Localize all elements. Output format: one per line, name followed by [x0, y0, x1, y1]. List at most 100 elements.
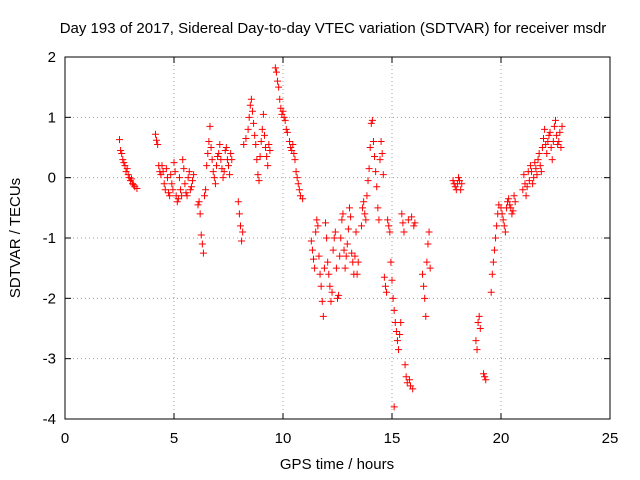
data-point: [540, 134, 548, 142]
data-point: [500, 222, 508, 230]
data-point: [208, 156, 216, 164]
data-point: [168, 180, 176, 188]
data-point: [361, 210, 369, 218]
data-point: [365, 165, 373, 173]
data-point: [490, 246, 498, 254]
data-point: [367, 119, 375, 127]
data-point: [227, 150, 235, 158]
data-point: [424, 240, 432, 248]
data-point: [118, 150, 126, 158]
data-point: [546, 128, 554, 136]
data-point: [340, 246, 348, 254]
data-point: [338, 216, 346, 224]
data-point: [255, 177, 263, 185]
data-point: [251, 131, 259, 139]
data-point: [195, 198, 203, 206]
data-point: [545, 131, 553, 139]
data-point: [528, 168, 536, 176]
data-point: [553, 131, 561, 139]
data-point: [458, 180, 466, 188]
data-point: [351, 252, 359, 260]
data-point: [205, 137, 213, 145]
data-point: [281, 116, 289, 124]
data-point: [475, 312, 483, 320]
data-point: [388, 276, 396, 284]
data-point: [547, 144, 555, 151]
data-point: [366, 144, 374, 151]
data-point: [390, 306, 398, 314]
data-point: [329, 246, 337, 254]
data-point: [511, 198, 519, 206]
data-point: [337, 234, 345, 242]
data-point: [127, 175, 135, 183]
data-point: [264, 162, 272, 170]
data-point: [292, 168, 300, 176]
data-point: [169, 186, 177, 194]
data-point: [489, 258, 497, 266]
data-point: [501, 228, 509, 236]
data-point: [376, 156, 384, 164]
data-point: [354, 258, 362, 266]
data-point: [537, 168, 545, 176]
data-point: [248, 107, 256, 115]
data-point: [252, 140, 260, 148]
data-point: [275, 83, 283, 91]
data-point: [256, 153, 264, 161]
data-point: [348, 249, 356, 257]
data-point: [166, 192, 174, 200]
data-point: [202, 186, 210, 194]
data-point: [219, 174, 227, 182]
data-point: [409, 385, 417, 393]
data-point: [473, 346, 481, 354]
data-point: [541, 125, 549, 133]
data-point: [557, 144, 565, 151]
data-point: [421, 294, 429, 302]
data-point: [558, 122, 566, 130]
data-point: [533, 171, 541, 179]
data-point: [181, 180, 189, 188]
data-point: [182, 189, 190, 197]
data-point: [207, 144, 215, 151]
data-point: [531, 159, 539, 167]
data-point: [283, 128, 291, 136]
x-tick-label: 25: [602, 430, 619, 447]
data-point: [334, 294, 341, 302]
data-point: [201, 192, 209, 200]
data-point: [357, 222, 365, 230]
data-point: [198, 240, 206, 248]
data-point: [206, 122, 214, 130]
data-point: [291, 156, 299, 164]
data-point: [197, 231, 205, 239]
data-point: [532, 165, 540, 173]
y-tick-label: -2: [43, 290, 56, 307]
data-point: [399, 219, 407, 227]
data-point: [339, 210, 347, 218]
data-point: [253, 156, 261, 164]
data-point: [550, 122, 558, 130]
data-point: [554, 140, 562, 148]
data-point: [293, 174, 301, 182]
y-axis-title: SDTVAR / TECUs: [7, 178, 24, 298]
data-point: [282, 125, 290, 133]
data-point: [133, 185, 141, 193]
data-point: [160, 180, 168, 188]
data-point: [499, 216, 507, 224]
x-tick-label: 5: [170, 430, 178, 447]
data-point: [289, 140, 297, 148]
data-point: [482, 376, 490, 384]
data-point: [117, 147, 125, 155]
data-point: [260, 131, 268, 139]
data-point: [509, 207, 517, 215]
data-point: [234, 198, 242, 206]
data-point: [180, 165, 188, 173]
data-point: [487, 288, 495, 296]
data-point: [226, 171, 234, 179]
data-point: [271, 64, 279, 72]
data-point: [257, 137, 265, 145]
data-point: [408, 213, 416, 221]
data-point: [262, 144, 270, 151]
data-point: [543, 150, 551, 158]
data-point: [259, 110, 267, 118]
data-point: [238, 237, 246, 245]
data-point: [130, 181, 138, 189]
